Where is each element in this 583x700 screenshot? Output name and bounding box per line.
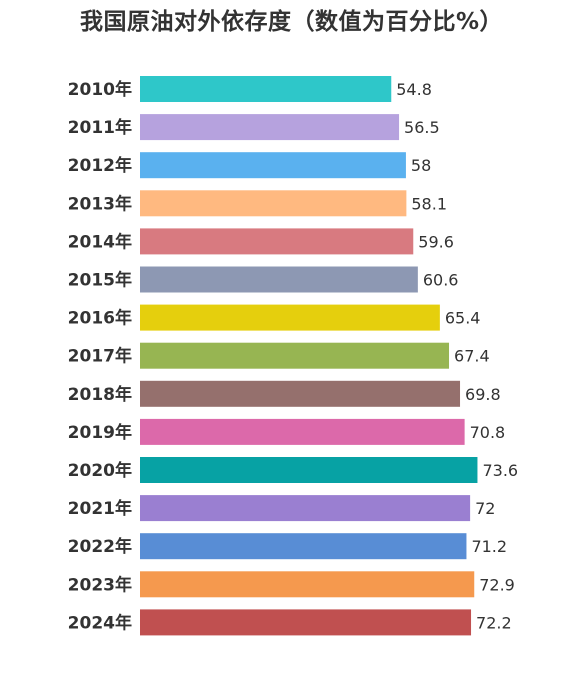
bar: [140, 495, 471, 522]
category-label: 2010年: [68, 79, 132, 100]
value-label: 72: [475, 499, 495, 518]
value-label: 69.8: [465, 385, 501, 404]
value-label: 72.2: [476, 613, 512, 632]
bar: [140, 342, 450, 369]
bar: [140, 571, 475, 598]
value-label: 72.9: [479, 575, 515, 594]
bar: [140, 304, 440, 331]
category-label: 2012年: [68, 155, 132, 176]
bar: [140, 266, 418, 293]
category-label: 2018年: [68, 384, 132, 405]
value-label: 60.6: [423, 271, 459, 290]
bar: [140, 114, 400, 141]
category-label: 2013年: [68, 193, 132, 214]
category-label: 2023年: [68, 574, 132, 595]
value-label: 65.4: [445, 309, 481, 328]
category-label: 2014年: [68, 231, 132, 252]
category-label: 2017年: [68, 346, 132, 367]
category-label: 2020年: [68, 460, 132, 481]
value-label: 58: [411, 156, 431, 175]
value-label: 56.5: [404, 118, 440, 137]
category-label: 2021年: [68, 498, 132, 519]
category-label: 2015年: [68, 270, 132, 291]
value-label: 70.8: [470, 423, 506, 442]
chart-title: 我国原油对外依存度（数值为百分比%）: [79, 9, 504, 35]
bar: [140, 76, 392, 102]
category-label: 2016年: [68, 308, 132, 329]
category-label: 2024年: [68, 612, 132, 633]
bar: [140, 418, 465, 445]
bar: [140, 190, 407, 217]
value-label: 73.6: [482, 461, 518, 480]
bar: [140, 609, 472, 636]
bar: [140, 380, 461, 407]
value-label: 59.6: [418, 232, 454, 251]
bar: [140, 152, 406, 179]
bar: [140, 533, 467, 560]
category-label: 2019年: [68, 422, 132, 443]
value-label: 54.8: [396, 80, 432, 99]
category-label: 2022年: [68, 536, 132, 557]
value-label: 71.2: [471, 537, 507, 556]
bar: [140, 228, 414, 255]
value-label: 58.1: [411, 194, 447, 213]
bar: [140, 457, 478, 483]
category-label: 2011年: [68, 117, 132, 138]
value-label: 67.4: [454, 347, 490, 366]
